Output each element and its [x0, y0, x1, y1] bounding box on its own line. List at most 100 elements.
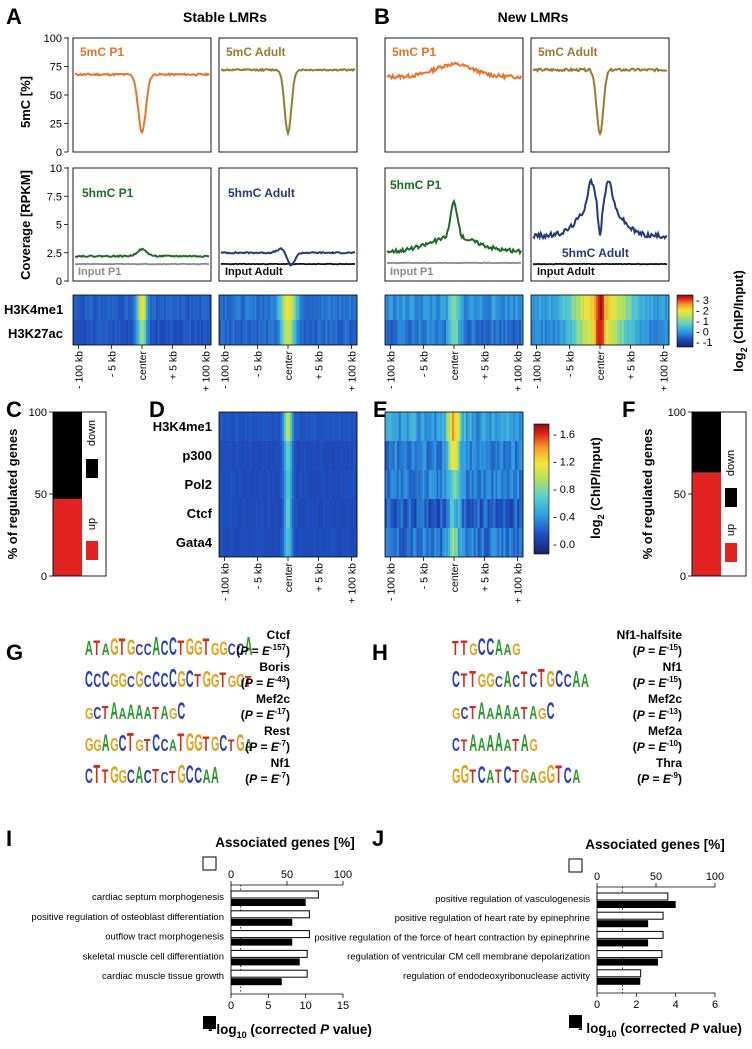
heatmap-cell [73, 320, 76, 345]
heatmap-cell [262, 499, 265, 528]
heatmap-cell [84, 295, 88, 320]
heatmap-cell [436, 412, 439, 441]
heatmap-cell [647, 295, 650, 320]
motif-pvalue-exp: -15 [666, 643, 678, 652]
heatmap-cell [145, 320, 149, 345]
heatmap-cell [489, 412, 492, 441]
bar-segment-down [692, 412, 721, 473]
heatmap-cell [424, 470, 427, 499]
heatmap-cell [471, 320, 475, 345]
heatmap-cell [430, 499, 433, 528]
heatmap-cell [465, 470, 469, 499]
heatmap-cell [448, 320, 451, 345]
heatmap-cell [242, 528, 246, 557]
heatmap-cell [483, 295, 486, 320]
motif-pvalue-base: E [266, 676, 275, 690]
heatmap-cell [446, 295, 449, 320]
heatmap-cell [272, 470, 275, 499]
heatmap-cell [284, 295, 287, 320]
heatmap-cell [489, 499, 492, 528]
heatmap-cell [183, 320, 186, 345]
heatmap-cell [242, 499, 246, 528]
heatmap-cell [262, 412, 265, 441]
heatmap-cell [475, 295, 479, 320]
go-bottom-tick-label: 15 [337, 1000, 349, 1012]
heatmap-cell [307, 528, 311, 557]
heatmap-cell [355, 295, 358, 320]
heatmap-cell [613, 320, 617, 345]
heatmap-cell [266, 412, 269, 441]
heatmap-cell [487, 441, 490, 470]
x-ticks-e: - 100 kb - 5 kb center + 5 kb + 100 kb [386, 557, 524, 604]
percent-tick-label: 100 [29, 407, 47, 419]
motif-letter: G [194, 730, 202, 757]
motif-letter: C [144, 767, 152, 788]
heatmap-cell [240, 470, 244, 499]
go-title-pvalue-p: P [320, 1022, 330, 1037]
heatmap-cell [465, 441, 469, 470]
heatmap-cell [491, 295, 494, 320]
heatmap-cell [422, 470, 425, 499]
heatmap-cell [321, 295, 324, 320]
motif-letter: T [177, 636, 184, 660]
heatmap-cell [313, 470, 316, 499]
heatmap-cell [337, 320, 340, 345]
heatmap-cell [317, 441, 320, 470]
heatmap-cell [467, 441, 471, 470]
x-tick-label: - 100 kb [220, 563, 232, 601]
heatmap-cell [404, 295, 408, 320]
heatmap-cell [291, 412, 295, 441]
heatmap-cell [307, 441, 311, 470]
heatmap-cell [629, 295, 632, 320]
motif-letter: T [93, 761, 100, 790]
heatmap-cell [657, 295, 660, 320]
heatmap-cell [471, 528, 475, 557]
heatmap-cell [621, 295, 625, 320]
heatmap-cell [396, 441, 400, 470]
heatmap-cell [467, 499, 471, 528]
heatmap-cell [295, 295, 299, 320]
motif-letter: T [521, 705, 528, 724]
heatmap-cell [295, 470, 299, 499]
x-tick-label: + 5 kb [167, 351, 179, 380]
heatmap-cell [448, 412, 451, 441]
go-term-label: positive regulation of heart rate by epi… [395, 913, 590, 924]
heatmap-cell [299, 470, 303, 499]
heatmap-cell [76, 320, 80, 345]
motif-letter: C [495, 673, 503, 691]
heatmap-cell [465, 412, 469, 441]
heatmap-cell [388, 470, 392, 499]
heatmap-cell [422, 528, 425, 557]
heatmap-cell [295, 441, 299, 470]
heatmap-cell [463, 295, 467, 320]
heatmap-cell [246, 470, 249, 499]
bar-segment-up [692, 472, 721, 576]
heatmap-cell [444, 441, 447, 470]
heatmap-cell [286, 320, 289, 345]
heatmap-cell [347, 470, 350, 499]
motif-letter: C [555, 665, 563, 692]
heatmap-cell [430, 528, 433, 557]
heatmap-cell [197, 295, 200, 320]
panel-letter-c: C [6, 397, 22, 422]
heatmap-cell [590, 295, 593, 320]
heatmap-cell [128, 295, 131, 320]
heatmap-cell [513, 320, 516, 345]
heatmap-cell [410, 499, 413, 528]
motif-letter: A [504, 736, 512, 755]
heatmap-cell [515, 295, 518, 320]
heatmap-cell [455, 499, 459, 528]
heatmap-cell [473, 528, 477, 557]
heatmap-cell [226, 441, 230, 470]
motif-name: Mef2c [648, 692, 682, 706]
heatmap-cell [459, 528, 463, 557]
x-tick-label: - 5 kb [565, 351, 577, 377]
heatmap-cell [629, 320, 632, 345]
heatmap-cell [311, 412, 315, 441]
heatmap-cell [665, 295, 668, 320]
heatmap-cell [442, 528, 445, 557]
percent-tick-label: 0 [41, 571, 47, 583]
heatmap-cell [224, 412, 228, 441]
